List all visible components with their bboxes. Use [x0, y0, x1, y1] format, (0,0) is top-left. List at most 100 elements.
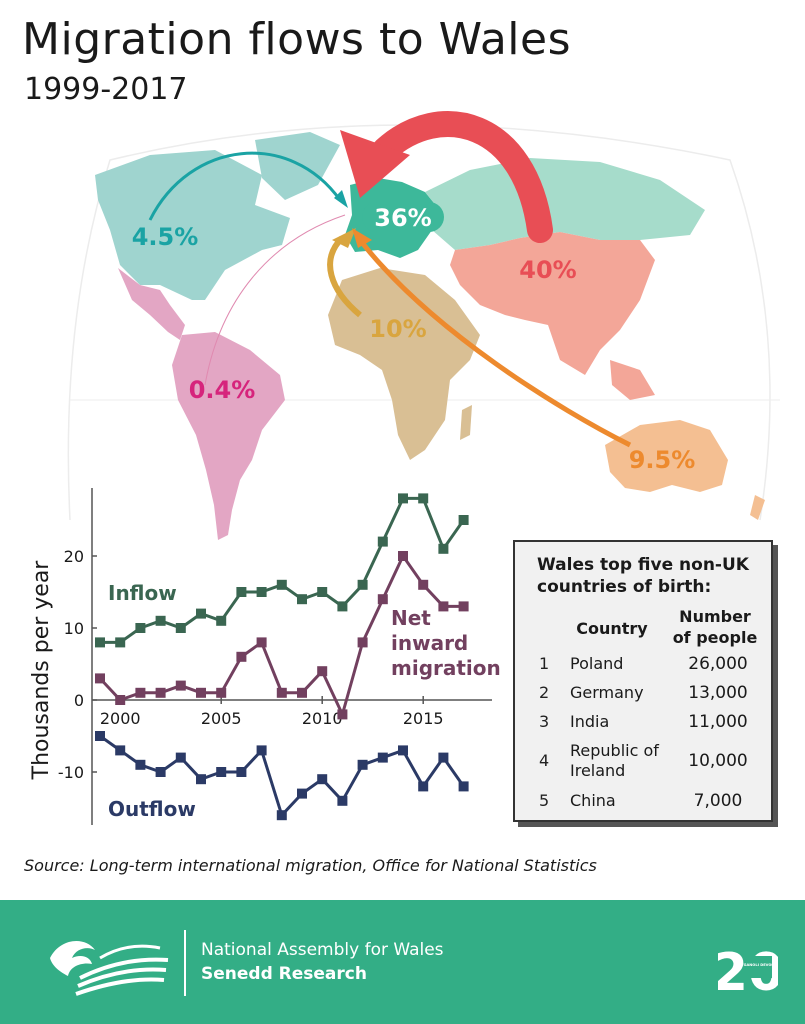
table-count: 11,000	[688, 712, 748, 732]
organisation-subtitle: Senedd Research	[201, 964, 367, 984]
footer-bar: National Assembly for Wales Senedd Resea…	[0, 900, 805, 1024]
outflow-point	[115, 745, 126, 756]
outflow-point	[175, 752, 186, 763]
source-note: Source: Long-term international migratio…	[24, 856, 597, 875]
y-axis-label: Thousands per year	[29, 560, 54, 781]
europe-share-label: 36%	[374, 204, 431, 232]
table-count: 10,000	[688, 751, 748, 771]
column-header-number: Number of people	[665, 606, 765, 648]
oceania-flow-arrow	[358, 238, 632, 448]
inflow-point	[256, 587, 267, 597]
inflow-point	[438, 543, 449, 554]
se-asia-islands-shape	[610, 360, 655, 400]
net-inward-migration-point	[337, 709, 348, 720]
asia-flow-arrow	[372, 111, 553, 243]
south-america-share-label: 0.4%	[189, 376, 256, 404]
column-header-number-text: Number of people	[672, 607, 758, 647]
table-country: Republic of Ireland	[570, 741, 659, 780]
inflow-point	[236, 587, 247, 597]
outflow-point	[377, 752, 388, 763]
net-inward-migration-point	[297, 687, 307, 698]
table-rank: 2	[539, 683, 550, 702]
page-title: Migration flows to Wales	[22, 14, 572, 65]
inflow-point	[418, 493, 429, 504]
north-america-shape	[95, 150, 290, 300]
inflow-point	[317, 587, 328, 597]
net-inward-migration-point	[317, 666, 328, 677]
net-inward-migration-point	[357, 637, 368, 648]
x-tick-label: 2015	[403, 709, 444, 728]
table-count: 7,000	[693, 791, 743, 811]
net-inward-migration-point	[216, 687, 227, 698]
outflow-point	[155, 767, 166, 777]
outflow-point	[297, 788, 307, 799]
outflow-point	[438, 752, 449, 763]
asia-flow-arrowhead	[340, 130, 410, 198]
net-inward-migration-point	[398, 551, 408, 561]
inflow-point	[175, 623, 186, 633]
outflow-point	[135, 759, 146, 770]
asia-shape	[450, 232, 655, 375]
net-inward-migration-point	[418, 579, 429, 590]
outflow-point	[236, 767, 247, 777]
net-inward-migration-point	[236, 651, 247, 662]
new-zealand-shape	[750, 495, 765, 520]
table-rank: 4	[539, 751, 550, 770]
madagascar-shape	[460, 405, 472, 440]
australia-shape	[605, 420, 728, 492]
inflow-point	[337, 601, 348, 612]
inflow-point	[115, 637, 126, 648]
net-inward-migration-point	[135, 687, 146, 698]
net-inward-migration-series-label: Net inward migration	[391, 606, 501, 680]
senedd-dragon-logo-icon	[50, 940, 169, 996]
world-map: 36% 40% 4.5% 10% 9.5% 0.4%	[67, 111, 780, 540]
net-inward-migration-point	[458, 601, 469, 612]
x-tick-label: 2005	[201, 709, 242, 728]
africa-flow-arrow	[327, 235, 362, 318]
y-tick-label: 20	[64, 547, 84, 566]
net-inward-migration-point	[95, 673, 105, 684]
outflow-point	[317, 774, 328, 785]
inflow-point	[377, 536, 388, 547]
x-tick-label: 2010	[302, 709, 343, 728]
net-inward-migration-point	[196, 687, 206, 698]
net-inward-migration-point	[115, 695, 126, 705]
inflow-point	[135, 623, 146, 633]
north-america-flow-arrowhead	[334, 190, 348, 208]
chart-series	[95, 493, 469, 821]
asia-share-label: 40%	[519, 256, 576, 284]
chart-series-labels: Inflow Net inward migration Outflow	[108, 581, 501, 821]
outflow-point	[256, 745, 267, 756]
outflow-point	[357, 759, 368, 770]
inflow-point	[216, 615, 227, 626]
table-count: 13,000	[688, 683, 748, 703]
outflow-point	[398, 745, 408, 756]
africa-shape	[328, 268, 480, 460]
column-header-country: Country	[576, 619, 648, 638]
oceania-flow-arrowhead	[352, 228, 372, 248]
inflow-point	[276, 579, 287, 590]
table-rank: 5	[539, 791, 550, 810]
outflow-point	[196, 774, 206, 785]
africa-share-label: 10%	[369, 315, 426, 343]
net-inward-migration-point	[438, 601, 449, 612]
north-america-flow-arrow	[148, 151, 342, 221]
inflow-point	[155, 615, 166, 626]
inflow-point	[458, 515, 469, 525]
outflow-point	[418, 781, 429, 792]
table-rank: 3	[539, 712, 550, 731]
greenland-shape	[255, 132, 340, 200]
y-tick-label: -10	[58, 763, 84, 782]
outflow-point	[95, 731, 105, 741]
inflow-series-label: Inflow	[108, 581, 177, 605]
table-country: Poland	[570, 654, 624, 673]
inflow-point	[95, 637, 105, 648]
net-inward-migration-point	[256, 637, 267, 648]
outflow-point	[337, 795, 348, 806]
south-america-flow-arrow	[204, 214, 346, 386]
y-tick-label: 10	[64, 619, 84, 638]
europe-share-pill	[362, 202, 444, 232]
inflow-point	[398, 493, 408, 504]
